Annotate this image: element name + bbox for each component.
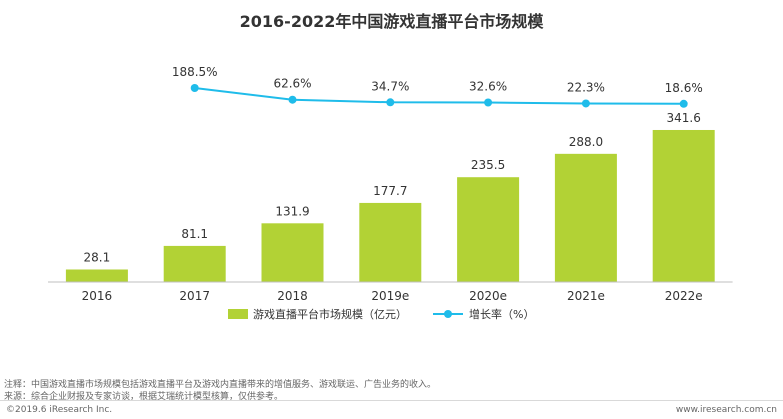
bar-2016 [65,269,128,282]
bar-label-2022e: 341.6 [667,111,701,125]
legend-bar-label: 游戏直播平台市场规模（亿元） [253,307,407,321]
growth-point-2018 [288,95,297,104]
bar-2021e [554,153,617,282]
bar-2022e [652,129,715,282]
bar-label-2016: 28.1 [84,250,111,264]
bar-2017 [163,245,226,282]
growth-point-2017 [190,84,199,92]
growth-line-layer [190,84,688,108]
site-url: www.iresearch.com.cn [675,405,777,415]
bar-label-2021e: 288.0 [569,135,603,149]
bar-label-2019e: 177.7 [373,184,407,198]
bars-layer [65,129,715,282]
growth-label-2021e: 22.3% [567,80,605,94]
x-tick-2016: 2016 [82,289,113,303]
bar-2018 [261,223,324,282]
x-tick-2021e: 2021e [567,289,605,303]
bar-2020e [457,177,520,282]
labels-layer: 28.1 81.1 131.9 177.7 235.5 288.0 341.6 188.5% 6… [84,65,703,264]
chart-title: 2016-2022年中国游戏直播平台市场规模 [239,12,544,31]
x-tick-2018: 2018 [277,289,308,303]
growth-point-2019e [386,98,395,107]
growth-label-2017: 188.5% [172,65,218,79]
footnote-source: 来源：综合企业财报及专家访谈，根据艾瑞统计模型核算，仅供参考。 [4,392,284,402]
x-tick-2022e: 2022e [665,289,703,303]
bar-label-2020e: 235.5 [471,158,505,172]
legend-line-marker [444,310,452,318]
footnote-note: 注释：中国游戏直播市场规模包括游戏直播平台及游戏内直播带来的增值服务、游戏联运、… [4,380,437,390]
bar-label-2017: 81.1 [181,227,208,241]
legend-bar-swatch [228,309,248,319]
x-axis: 2016 2017 2018 2019e 2020e 2021e 2022e [48,281,733,303]
growth-line [194,87,684,105]
bar-2019e [359,202,422,282]
growth-point-2021e [581,99,590,108]
growth-label-2020e: 32.6% [469,79,507,93]
footer-divider [0,400,783,401]
growth-label-2018: 62.6% [273,77,311,91]
growth-label-2022e: 18.6% [665,81,703,95]
growth-point-2022e [679,99,688,108]
x-tick-2019e: 2019e [371,289,409,303]
legend-line-label: 增长率（%） [469,307,534,321]
bar-label-2018: 131.9 [275,204,309,218]
copyright: ©2019.6 iResearch Inc. [6,405,113,415]
growth-point-2020e [484,98,493,107]
x-tick-2017: 2017 [179,289,210,303]
legend: 游戏直播平台市场规模（亿元） 增长率（%） [228,307,534,321]
growth-label-2019e: 34.7% [371,79,409,93]
x-tick-2020e: 2020e [469,289,507,303]
